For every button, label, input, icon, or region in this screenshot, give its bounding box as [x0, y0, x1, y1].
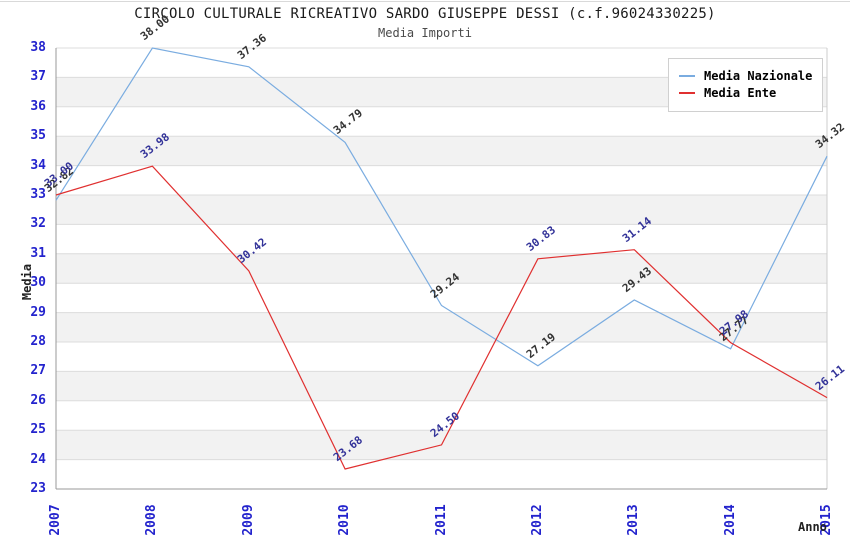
top-divider [0, 1, 850, 2]
legend-label: Media Nazionale [704, 69, 813, 83]
x-tick-label: 2011 [433, 504, 449, 536]
legend-line-sample-blue-icon [679, 75, 695, 77]
series-line-1 [55, 165, 828, 470]
y-tick-label: 35 [30, 128, 46, 144]
x-tick-label: 2008 [144, 504, 160, 536]
y-tick-label: 33 [30, 187, 46, 202]
legend-line-sample-red-icon [679, 92, 695, 94]
y-tick-label: 29 [30, 304, 46, 320]
legend-item-media-nazionale: Media Nazionale [679, 69, 812, 83]
grid-band [56, 195, 827, 225]
x-tick-label: 2012 [529, 504, 545, 536]
y-axis-title: Media [20, 263, 34, 301]
y-tick-label: 28 [30, 334, 46, 349]
grid-band [56, 371, 827, 401]
chart-subtitle: Media Importi [378, 26, 472, 40]
y-tick-label: 34 [30, 157, 46, 173]
series-line-0 [55, 47, 828, 367]
grid-band [56, 253, 827, 284]
chart-title: CIRCOLO CULTURALE RICREATIVO SARDO GIUSE… [134, 6, 716, 22]
x-tick-label: 2007 [48, 504, 63, 536]
x-axis-title: Anno [798, 520, 827, 534]
y-tick-label: 23 [30, 481, 46, 496]
x-tick-label: 2014 [722, 504, 738, 536]
y-tick-label: 32 [30, 216, 46, 232]
y-tick-label: 25 [30, 422, 46, 438]
y-tick-label: 31 [30, 245, 46, 261]
y-tick-label: 24 [30, 451, 46, 467]
y-tick-label: 36 [30, 98, 46, 114]
y-tick-label: 30 [30, 275, 46, 291]
legend-label: Media Ente [704, 86, 777, 100]
y-tick-label: 27 [30, 363, 46, 379]
x-tick-label: 2013 [626, 504, 642, 536]
y-tick-label: 37 [30, 69, 46, 85]
y-tick-label: 38 [30, 40, 46, 55]
legend: Media Nazionale Media Ente [668, 58, 824, 112]
grid-band [56, 136, 827, 166]
y-tick-label: 26 [30, 392, 46, 408]
x-tick-label: 2010 [337, 504, 353, 536]
x-tick-label: 2009 [240, 504, 256, 536]
legend-item-media-ente: Media Ente [679, 86, 812, 100]
grid-band [56, 312, 827, 342]
